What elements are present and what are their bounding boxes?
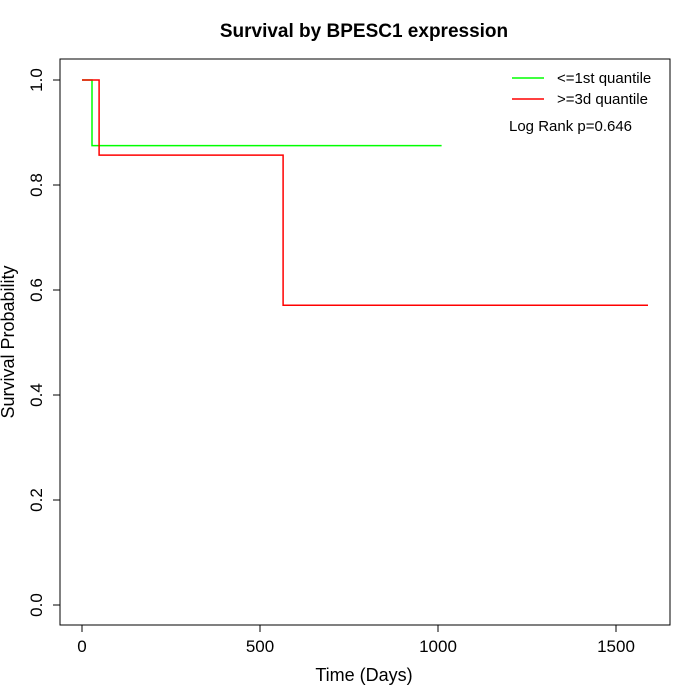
y-tick-label: 0.2 — [27, 488, 46, 512]
x-tick-label: 1000 — [419, 637, 457, 656]
y-tick-label: 0.4 — [27, 383, 46, 407]
y-tick-label: 0.0 — [27, 593, 46, 617]
y-tick-label: 0.8 — [27, 173, 46, 197]
log-rank-annotation: Log Rank p=0.646 — [509, 118, 632, 135]
series-layer — [82, 80, 648, 305]
x-tick-label: 0 — [77, 637, 86, 656]
y-axis: 0.0 0.2 0.4 0.6 0.8 1.0 — [27, 68, 60, 617]
legend: <=1st quantile >=3d quantile — [512, 70, 651, 108]
legend-label: <=1st quantile — [557, 70, 651, 87]
series-line-1 — [82, 80, 442, 146]
x-tick-label: 1500 — [597, 637, 635, 656]
legend-label: >=3d quantile — [557, 91, 648, 108]
x-axis: 0 500 1000 1500 — [77, 625, 635, 656]
plot-frame — [60, 59, 670, 625]
y-tick-label: 1.0 — [27, 68, 46, 92]
x-axis-label: Time (Days) — [315, 665, 412, 685]
y-tick-label: 0.6 — [27, 278, 46, 302]
y-axis-label: Survival Probability — [0, 265, 18, 418]
chart-title: Survival by BPESC1 expression — [220, 21, 508, 42]
x-tick-label: 500 — [246, 637, 274, 656]
series-line-2 — [82, 80, 648, 305]
